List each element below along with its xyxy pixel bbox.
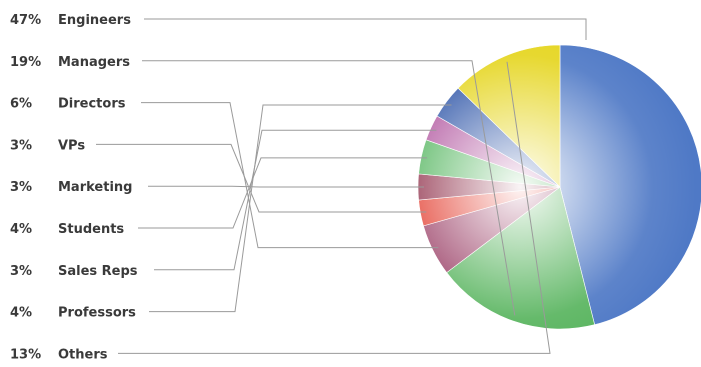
legend-percent-engineers: 47% — [10, 13, 41, 28]
leader-line-students — [138, 157, 428, 229]
leader-line-managers — [142, 60, 516, 316]
pie-highlight — [418, 45, 701, 329]
legend-label-directors: Directors — [58, 97, 126, 112]
leader-lines — [96, 18, 587, 354]
legend-label-marketing: Marketing — [58, 180, 132, 195]
leader-line-sales-reps — [154, 129, 437, 271]
legend-label-students: Students — [58, 222, 124, 237]
legend-labels: 47% Engineers 19% Managers 6% Directors 3% VPs 3… — [10, 13, 138, 362]
leader-line-vps — [96, 143, 427, 213]
legend-label-professors: Professors — [58, 306, 136, 321]
legend-percent-vps: 3% — [10, 138, 32, 153]
leader-line-others — [118, 61, 551, 354]
legend-percent-sales-reps: 3% — [10, 264, 32, 279]
legend-percent-marketing: 3% — [10, 180, 32, 195]
legend-percent-managers: 19% — [10, 55, 41, 70]
leader-line-directors — [141, 102, 439, 249]
legend-percent-professors: 4% — [10, 306, 32, 321]
legend-label-sales-reps: Sales Reps — [58, 264, 138, 279]
legend-label-vps: VPs — [58, 138, 85, 153]
leader-line-professors — [149, 104, 452, 313]
legend-percent-directors: 6% — [10, 97, 32, 112]
legend-percent-students: 4% — [10, 222, 32, 237]
leader-line-engineers — [144, 18, 587, 40]
legend-label-managers: Managers — [58, 55, 130, 70]
legend-percent-others: 13% — [10, 347, 41, 362]
leader-line-marketing — [148, 185, 424, 188]
legend-label-others: Others — [58, 347, 108, 362]
legend-label-engineers: Engineers — [58, 13, 131, 28]
